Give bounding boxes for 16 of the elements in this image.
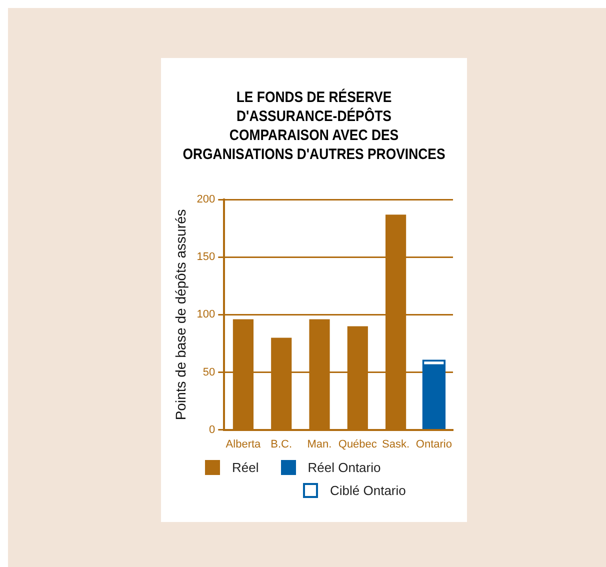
- legend-label: Réel: [232, 460, 259, 475]
- y-tick-label: 150: [196, 251, 216, 264]
- y-tick-label: 100: [196, 308, 216, 321]
- x-tick-label: Alberta: [226, 438, 262, 450]
- y-tick-label: 0: [209, 424, 216, 436]
- chart-title: LE FONDS DE RÉSERVE D'ASSURANCE-DÉPÔTS COMPARAISON AVEC DES ORGANISATIONS D'AUTRES PROVINCES: [182, 88, 446, 164]
- x-tick-label: B.C.: [270, 438, 292, 450]
- x-tick-label: Ontario: [416, 438, 452, 450]
- legend-label: Réel Ontario: [308, 460, 381, 475]
- y-tick-label: 50: [202, 366, 216, 378]
- x-tick-label: Sask.: [382, 438, 410, 450]
- y-tick-label: 200: [196, 194, 216, 206]
- x-tick-label: Man.: [307, 438, 332, 450]
- legend-label: Ciblé Ontario: [330, 483, 406, 498]
- x-tick-label: Québec: [338, 438, 378, 450]
- y-axis-title: Points de base de dépôts assurés: [172, 209, 188, 420]
